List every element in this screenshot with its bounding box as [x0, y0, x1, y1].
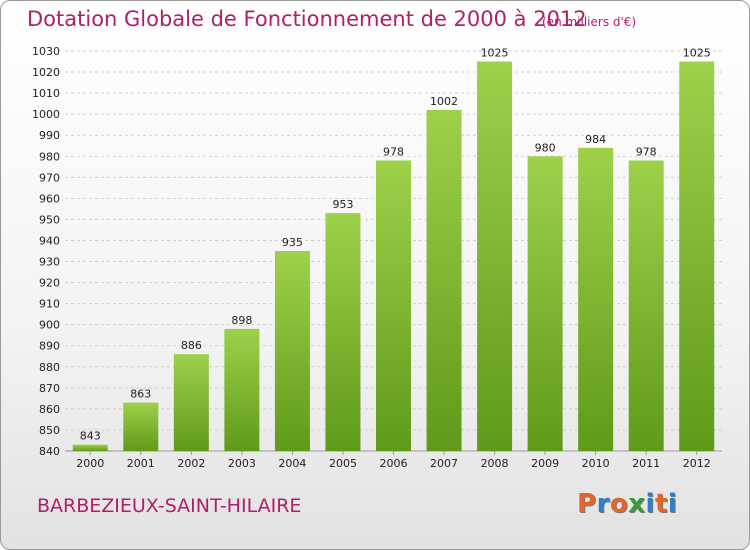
data-label-2007: 1002 [430, 95, 458, 108]
proxiti-logo: Proxiti [577, 489, 677, 519]
data-label-2009: 980 [535, 141, 556, 154]
bar-2001 [123, 402, 159, 451]
y-tick-label: 860 [39, 403, 60, 416]
bar-2003 [224, 328, 260, 451]
y-tick-label: 850 [39, 424, 60, 437]
x-tick-label-2003: 2003 [228, 457, 256, 470]
x-tick-label-2011: 2011 [632, 457, 660, 470]
y-tick-label: 920 [39, 277, 60, 290]
data-label-2010: 984 [585, 133, 606, 146]
bar-2011 [628, 160, 664, 451]
logo-letter: x [628, 489, 646, 519]
x-tick-label-2004: 2004 [278, 457, 306, 470]
y-tick-label: 950 [39, 213, 60, 226]
bar-2009 [527, 156, 563, 451]
data-label-2004: 935 [282, 236, 303, 249]
x-tick-label-2006: 2006 [380, 457, 408, 470]
x-tick-label-2012: 2012 [683, 457, 711, 470]
y-tick-label: 940 [39, 234, 60, 247]
logo-letter: i [645, 489, 655, 519]
chart-title: Dotation Globale de Fonctionnement de 20… [27, 7, 587, 31]
y-tick-label: 880 [39, 361, 60, 374]
commune-name: BARBEZIEUX-SAINT-HILAIRE [37, 495, 302, 517]
unit-note: (en milliers d'€) [542, 15, 637, 29]
data-label-2005: 953 [332, 198, 353, 211]
data-label-2002: 886 [181, 339, 202, 352]
bars [72, 61, 715, 452]
x-tick-label-2000: 2000 [76, 457, 104, 470]
y-tick-label: 900 [39, 319, 60, 332]
bar-2012 [679, 61, 715, 452]
bar-2005 [325, 213, 361, 451]
y-tick-label: 840 [39, 445, 60, 458]
x-tick-label-2010: 2010 [582, 457, 610, 470]
y-tick-label: 1030 [32, 45, 60, 58]
data-label-2008: 1025 [481, 47, 509, 60]
y-tick-label: 890 [39, 340, 60, 353]
bar-2010 [578, 147, 614, 451]
y-tick-label: 1020 [32, 66, 60, 79]
y-axis-ticks: 840 850 860 870 880 890 900 910 920 930 940 950 960 9… [32, 45, 60, 458]
logo-letter: r [596, 489, 610, 519]
bar-2008 [477, 61, 513, 452]
x-tick-label-2009: 2009 [531, 457, 559, 470]
data-label-2011: 978 [636, 145, 657, 158]
y-tick-label: 970 [39, 171, 60, 184]
bar-2004 [274, 251, 310, 451]
bar-2002 [173, 354, 209, 451]
x-tick-label-2005: 2005 [329, 457, 357, 470]
y-tick-label: 1010 [32, 87, 60, 100]
x-tick-label-2002: 2002 [177, 457, 205, 470]
x-tick-label-2008: 2008 [481, 457, 509, 470]
bar-2006 [376, 160, 411, 451]
logo-letter: o [609, 489, 629, 519]
bar-2000 [72, 444, 108, 451]
data-label-2006: 978 [383, 145, 404, 158]
y-tick-label: 930 [39, 256, 60, 269]
x-tick-label-2001: 2001 [127, 457, 155, 470]
y-tick-label: 980 [39, 150, 60, 163]
data-label-2003: 898 [231, 314, 252, 327]
logo-letter: P [577, 489, 597, 519]
logo-letter: i [667, 489, 678, 519]
y-tick-label: 870 [39, 382, 60, 395]
x-tick-label-2007: 2007 [430, 457, 458, 470]
data-labels: 843 863 886 898 935 953 978 1002 1025 980 984 978 10… [80, 47, 711, 443]
data-label-2000: 843 [80, 430, 101, 443]
data-label-2012: 1025 [683, 47, 711, 60]
logo-letter: t [654, 489, 668, 519]
y-tick-label: 910 [39, 298, 60, 311]
y-tick-label: 1000 [32, 108, 60, 121]
y-tick-label: 990 [39, 129, 60, 142]
bar-2007 [426, 109, 462, 452]
data-label-2001: 863 [130, 388, 151, 401]
y-tick-label: 960 [39, 192, 60, 205]
x-axis-ticks: 2000 2001 2002 2003 2004 2005 2006 2007 2008 2009… [76, 451, 711, 470]
